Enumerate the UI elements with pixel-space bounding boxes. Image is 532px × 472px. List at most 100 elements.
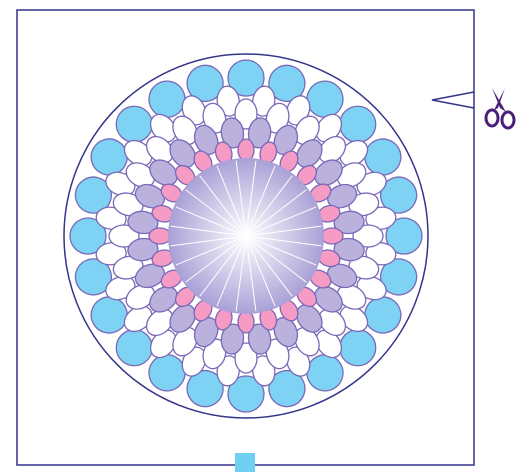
white-petal — [294, 115, 320, 146]
white-petal — [234, 342, 258, 374]
white-petal — [348, 192, 380, 217]
blue-dot — [364, 138, 402, 176]
ray — [245, 235, 307, 283]
white-petal — [149, 113, 177, 143]
lavender-petal — [296, 139, 323, 168]
marker-square — [235, 453, 255, 472]
white-petal — [315, 329, 343, 359]
white-petal — [216, 355, 240, 387]
ray — [235, 235, 247, 312]
lavender-petal — [127, 237, 159, 262]
ray — [245, 189, 307, 237]
white-petal — [252, 355, 276, 387]
blue-dot — [115, 105, 153, 143]
ray — [245, 235, 317, 266]
white-petal — [294, 326, 320, 357]
white-petal — [265, 338, 290, 370]
blue-dot — [306, 354, 344, 392]
lavender-petal — [314, 159, 343, 186]
white-petal — [125, 284, 156, 310]
white-petal — [234, 98, 258, 130]
white-petal — [108, 224, 140, 248]
blue-dot — [227, 59, 265, 97]
ray — [216, 165, 247, 237]
white-petal — [339, 305, 369, 333]
white-petal — [125, 162, 156, 188]
pink-petal — [237, 310, 255, 334]
lavender-petal — [149, 159, 178, 186]
ray — [185, 189, 247, 237]
ray — [245, 165, 276, 237]
lavender-petal — [314, 286, 343, 313]
blue-dot — [74, 176, 113, 214]
ray — [235, 160, 247, 237]
ray — [245, 225, 322, 237]
cut-notch — [431, 91, 475, 109]
rings — [69, 59, 423, 413]
lavender-petal — [169, 304, 196, 333]
scissors-blade — [494, 88, 505, 110]
ray — [170, 225, 247, 237]
white-petal — [145, 135, 174, 164]
white-petal — [95, 206, 127, 230]
white-petal — [123, 305, 153, 333]
blue-dot — [268, 369, 306, 408]
ray — [245, 235, 322, 247]
white-petal — [202, 338, 227, 370]
pink-petal — [148, 227, 172, 245]
ray — [245, 235, 276, 307]
lavender-petal — [134, 183, 166, 209]
blue-dot — [90, 138, 128, 176]
ray — [216, 235, 247, 307]
lavender-petal — [193, 316, 219, 348]
blue-dot — [74, 258, 113, 296]
ray — [175, 206, 247, 237]
pink-petal — [320, 227, 344, 245]
blue-dot — [306, 80, 344, 118]
blue-dot — [379, 258, 418, 296]
white-petal — [95, 242, 127, 266]
lavender-petal — [247, 323, 272, 355]
lavender-petal — [127, 210, 159, 235]
white-petal — [365, 206, 397, 230]
blue-dot — [148, 80, 186, 118]
ray — [199, 235, 247, 297]
pink-petal — [237, 138, 255, 162]
ray — [170, 235, 247, 247]
lavender-petal — [193, 124, 219, 156]
scissors-blade — [492, 88, 506, 112]
ray — [185, 235, 247, 283]
white-petal — [336, 162, 367, 188]
lavender-petal — [296, 304, 323, 333]
ray — [245, 160, 257, 237]
white-petal — [348, 255, 380, 280]
scissors-mark — [431, 88, 516, 130]
blue-dot — [69, 217, 107, 255]
white-petal — [202, 102, 227, 134]
rays — [170, 160, 322, 312]
ray — [245, 235, 257, 312]
blue-dot — [115, 329, 153, 367]
white-petal — [336, 284, 367, 310]
blue-dot — [227, 375, 265, 413]
white-petal — [315, 113, 343, 143]
white-petal — [265, 102, 290, 134]
blue-dot — [148, 354, 186, 392]
lavender-petal — [220, 117, 245, 149]
blue-dot — [339, 105, 377, 143]
ray — [199, 175, 247, 237]
white-petal — [352, 224, 384, 248]
white-petal — [318, 308, 347, 337]
white-petal — [112, 255, 144, 280]
blue-dot — [186, 64, 224, 103]
white-petal — [339, 139, 369, 167]
lavender-petal — [333, 237, 365, 262]
white-petal — [123, 139, 153, 167]
white-petal — [318, 135, 347, 164]
blue-dot — [385, 217, 423, 255]
blue-dot — [268, 64, 306, 103]
white-petal — [216, 85, 240, 117]
scissors-loop — [484, 108, 500, 128]
blue-dot — [379, 176, 418, 214]
